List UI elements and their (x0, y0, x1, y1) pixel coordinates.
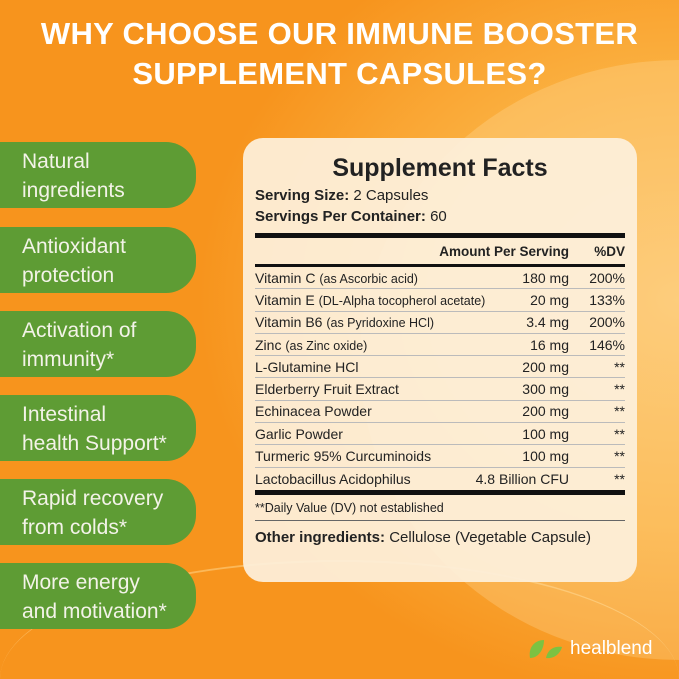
table-row: Echinacea Powder 200 mg ** (255, 401, 625, 424)
benefit-line: from colds* (22, 516, 128, 539)
benefit-line: Activation of (22, 319, 137, 342)
table-row: Vitamin C (as Ascorbic acid) 180 mg 200% (255, 267, 625, 290)
benefit-line: health Support* (22, 432, 167, 455)
table-row: Turmeric 95% Curcuminoids 100 mg ** (255, 445, 625, 468)
table-row: Elderberry Fruit Extract 300 mg ** (255, 378, 625, 401)
ingredient-note: (as Pyridoxine HCl) (326, 316, 435, 331)
ingredient-dv: 133% (589, 291, 625, 308)
footnote: **Daily Value (DV) not established (255, 495, 625, 521)
page-title: WHY CHOOSE OUR IMMUNE BOOSTER SUPPLEMENT… (0, 14, 679, 94)
column-amount: Amount Per Serving (439, 243, 569, 259)
benefit-pill: Antioxidant protection (0, 227, 196, 293)
other-value: Cellulose (Vegetable Capsule) (389, 528, 591, 546)
ingredient-dv: ** (614, 381, 625, 398)
table-header: Amount Per Serving %DV (255, 238, 625, 264)
serving-size: Serving Size: 2 Capsules (255, 187, 625, 204)
benefit-line: Natural (22, 150, 90, 173)
benefit-line: Rapid recovery (22, 487, 164, 510)
ingredient-amount: 180 mg (522, 269, 569, 286)
serving-size-label: Serving Size: (255, 187, 350, 204)
table-row: Vitamin B6 (as Pyridoxine HCl) 3.4 mg 200% (255, 312, 625, 334)
ingredient-dv: ** (614, 358, 625, 375)
divider (255, 489, 625, 495)
supplement-facts-panel: Supplement Facts Serving Size: 2 Capsule… (243, 138, 637, 582)
ingredient-name: Turmeric 95% Curcuminoids (255, 448, 432, 465)
benefit-line: Antioxidant (22, 235, 126, 258)
benefit-line: ingredients (22, 179, 125, 202)
benefit-line: immunity* (22, 348, 115, 371)
servings-per-container: Servings Per Container: 60 (255, 208, 625, 225)
ingredient-amount: 300 mg (522, 381, 569, 398)
title-line: SUPPLEMENT CAPSULES? (132, 56, 547, 91)
ingredient-dv: ** (614, 403, 625, 420)
ingredient-amount: 200 mg (522, 403, 569, 420)
benefit-line: Intestinal (22, 403, 107, 426)
divider (255, 264, 625, 267)
benefit-line: protection (22, 264, 115, 287)
ingredient-dv: ** (614, 425, 625, 442)
ingredient-name: Vitamin C (255, 269, 316, 286)
brand-name: healblend (570, 638, 653, 659)
ingredient-dv: ** (614, 448, 625, 465)
serving-size-value: 2 Capsules (353, 187, 429, 204)
ingredient-amount: 16 mg (530, 336, 569, 353)
table-row: L-Glutamine HCl 200 mg ** (255, 356, 625, 379)
table-row: Garlic Powder 100 mg ** (255, 423, 625, 446)
ingredient-amount: 4.8 Billion CFU (475, 470, 569, 487)
ingredient-note: (as Zinc oxide) (285, 338, 368, 353)
other-ingredients: Other ingredients: Cellulose (Vegetable … (255, 529, 625, 546)
servings-label: Servings Per Container: (255, 208, 426, 225)
benefit-pill: Activation of immunity* (0, 311, 196, 377)
ingredient-name: L-Glutamine HCl (255, 358, 359, 375)
ingredient-name: Elderberry Fruit Extract (255, 381, 399, 398)
ingredient-name: Vitamin B6 (255, 314, 323, 331)
ingredient-name: Vitamin E (255, 291, 315, 308)
table-row: Vitamin E (DL-Alpha tocopherol acetate) 2… (255, 289, 625, 312)
benefit-pill: Intestinal health Support* (0, 395, 196, 461)
ingredient-dv: ** (614, 470, 625, 487)
benefit-line: More energy (22, 571, 140, 594)
title-line: WHY CHOOSE OUR IMMUNE BOOSTER (40, 16, 639, 51)
ingredient-note: (DL-Alpha tocopherol acetate) (318, 293, 486, 308)
facts-title: Supplement Facts (332, 154, 548, 182)
other-label: Other ingredients: (255, 528, 386, 546)
ingredient-dv: 200% (589, 269, 625, 286)
divider (255, 233, 625, 238)
benefit-pill: More energy and motivation* (0, 563, 196, 629)
column-dv: %DV (594, 243, 625, 259)
table-row: Zinc (as Zinc oxide) 16 mg 146% (255, 334, 625, 357)
ingredient-amount: 100 mg (522, 425, 569, 442)
benefit-line: and motivation* (22, 600, 167, 623)
ingredient-name: Zinc (255, 336, 282, 353)
benefit-pill: Rapid recovery from colds* (0, 479, 196, 545)
ingredient-amount: 20 mg (530, 291, 569, 308)
ingredient-dv: 200% (589, 314, 625, 331)
ingredient-amount: 3.4 mg (526, 314, 569, 331)
servings-value: 60 (430, 208, 447, 225)
ingredient-amount: 200 mg (522, 358, 569, 375)
benefit-pill: Natural ingredients (0, 142, 196, 208)
ingredient-name: Echinacea Powder (255, 403, 372, 420)
table-row: Lactobacillus Acidophilus 4.8 Billion CF… (255, 468, 625, 490)
leaf-icon (529, 640, 562, 659)
brand-logo: healblend (528, 638, 652, 660)
ingredient-note: (as Ascorbic acid) (319, 271, 418, 286)
ingredient-amount: 100 mg (522, 448, 569, 465)
ingredient-dv: 146% (589, 336, 625, 353)
ingredient-name: Lactobacillus Acidophilus (255, 470, 411, 487)
ingredient-name: Garlic Powder (255, 425, 343, 442)
